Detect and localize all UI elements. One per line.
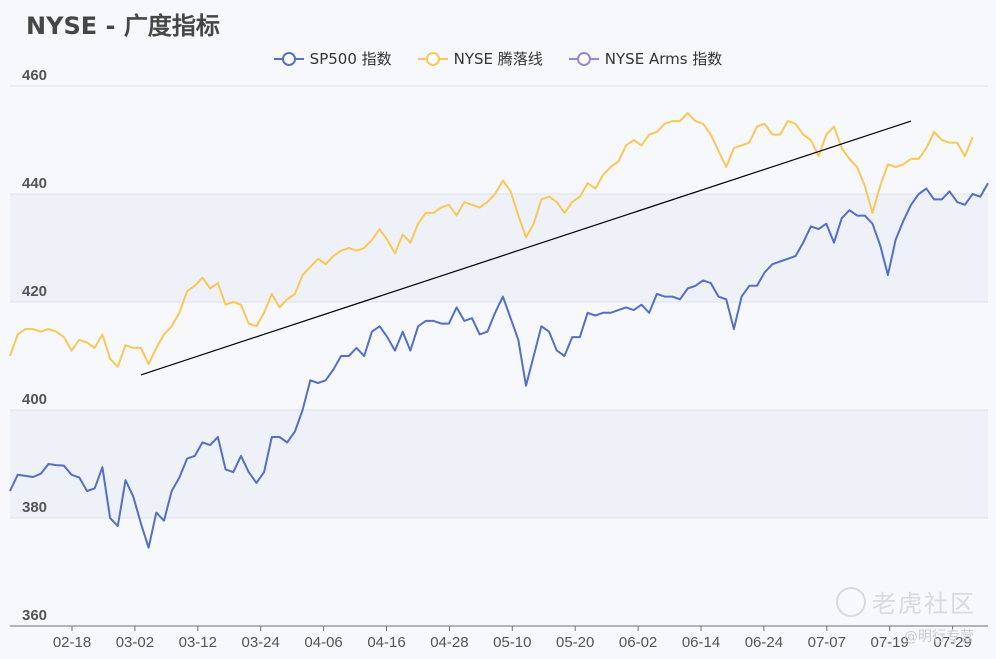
x-axis: 02-18 03-02 03-12 03-24 04-06 04-16 04-28 05-10… [10, 625, 988, 651]
grid-band [10, 302, 988, 410]
series-line-0 [9, 182, 989, 549]
watermark-text: 老虎社区 [872, 590, 976, 618]
series-lines [9, 112, 989, 549]
x-tick-label: 03-24 [242, 634, 280, 651]
chart-title: NYSE - 广度指标 [26, 12, 220, 40]
x-tick-label: 04-06 [304, 634, 342, 651]
y-tick-label: 460 [22, 67, 47, 84]
x-tick-label: 04-28 [430, 634, 468, 651]
grid-band [10, 194, 988, 302]
legend-swatch-sp500 [273, 51, 304, 66]
x-tick-label: 07-07 [808, 634, 846, 651]
x-tick-label: 06-24 [745, 634, 783, 651]
grid-band [10, 410, 988, 518]
x-tick-label: 03-02 [116, 634, 154, 651]
x-tick-label: 03-12 [179, 634, 217, 651]
y-tick-label: 400 [22, 391, 47, 408]
legend: SP500 指数 NYSE 腾落线 NYSE Arms 指数 [0, 48, 996, 69]
x-tick-label: 05-10 [493, 634, 531, 651]
legend-label-sp500: SP500 指数 [309, 50, 392, 68]
y-tick-label: 420 [22, 283, 47, 300]
series-line-1 [9, 112, 974, 368]
legend-label-arms: NYSE Arms 指数 [604, 50, 723, 68]
x-tick-label: 06-02 [619, 634, 657, 651]
grid-bands [10, 86, 988, 626]
watermark-sub: @明行专营 [904, 629, 974, 645]
x-tick-label: 06-14 [682, 634, 720, 651]
legend-label-advance-decline: NYSE 腾落线 [453, 50, 543, 68]
x-tick-label: 07-29 [933, 634, 971, 651]
x-tick-label: 07-19 [871, 634, 909, 651]
trendline [140, 120, 912, 376]
x-tick-label: 04-16 [367, 634, 405, 651]
x-tick-label: 02-18 [53, 634, 91, 651]
legend-item-arms[interactable]: NYSE Arms 指数 [568, 48, 723, 69]
legend-item-sp500[interactable]: SP500 指数 [273, 48, 392, 69]
y-axis: 360 380 400 420 440 460 [22, 67, 47, 624]
legend-item-advance-decline[interactable]: NYSE 腾落线 [417, 48, 543, 69]
y-tick-label: 380 [22, 499, 47, 516]
legend-swatch-arms [568, 51, 599, 66]
x-tick-label: 05-20 [556, 634, 594, 651]
annotations [140, 120, 912, 376]
grid-band [10, 518, 988, 626]
grid-band [10, 86, 988, 194]
tiger-logo-icon [836, 586, 866, 617]
y-tick-label: 440 [22, 175, 47, 192]
y-tick-label: 360 [22, 607, 47, 624]
legend-swatch-advance-decline [417, 51, 448, 66]
watermark: 老虎社区 [836, 584, 976, 619]
